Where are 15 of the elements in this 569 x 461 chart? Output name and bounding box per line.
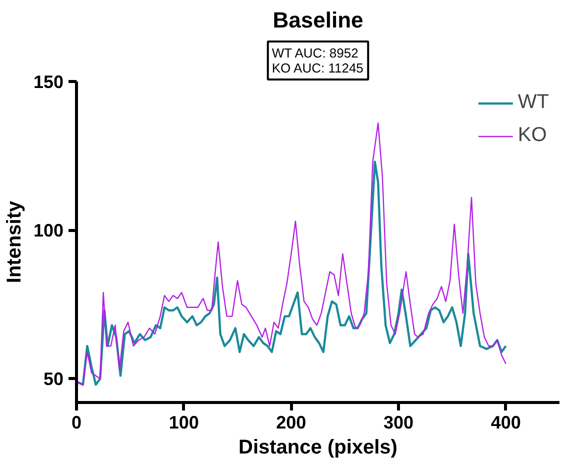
legend-label: WT <box>518 91 549 114</box>
text: WT AUC: 8952 <box>272 46 358 60</box>
y-tick-label: 50 <box>43 369 64 390</box>
y-tick-label: 100 <box>33 220 64 241</box>
y-tick-label: 150 <box>33 72 64 92</box>
text: KO AUC: 11245 <box>272 60 364 76</box>
x-tick-label: 400 <box>490 412 521 432</box>
chart-title: Baseline <box>272 8 364 32</box>
x-tick-label: 300 <box>383 412 414 432</box>
x-tick-label: 200 <box>276 412 306 432</box>
y-axis-title: Intensity <box>3 200 26 284</box>
x-axis-title: Distance (pixels) <box>238 436 398 458</box>
legend-label: KO <box>518 124 547 147</box>
x-tick-label: 0 <box>71 412 82 432</box>
x-tick-label: 100 <box>168 412 199 432</box>
